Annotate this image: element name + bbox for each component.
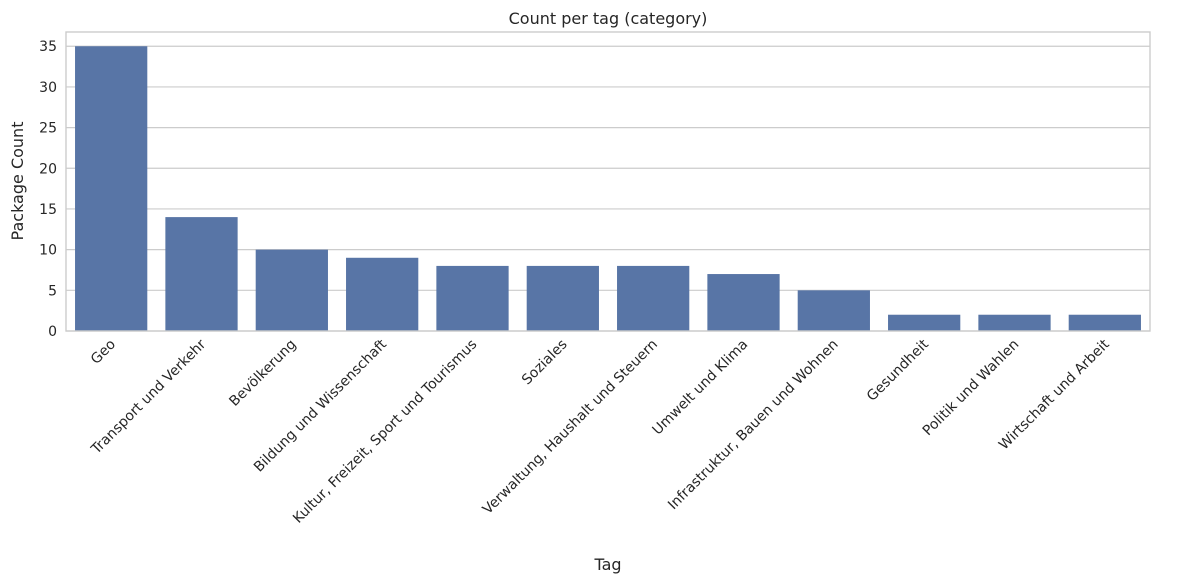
bar — [436, 265, 509, 331]
x-tick-label: Infrastruktur, Bauen und Wohnen — [665, 337, 842, 514]
bar — [165, 217, 238, 331]
y-tick-label: 35 — [39, 39, 57, 55]
bar-layer — [75, 46, 1141, 331]
y-tick-label: 20 — [39, 161, 57, 177]
x-tick-label: Gesundheit — [864, 336, 932, 404]
y-tick-label: 10 — [39, 243, 57, 259]
x-tick-label: Bevölkerung — [226, 337, 299, 410]
y-tick-label: 25 — [39, 121, 57, 137]
y-tick-label: 30 — [39, 80, 57, 96]
bar — [797, 290, 870, 331]
bar — [617, 265, 690, 331]
bar — [707, 274, 780, 331]
x-tick-label: Soziales — [519, 337, 571, 389]
y-axis-label: Package Count — [8, 122, 27, 241]
bar — [1068, 314, 1141, 331]
y-tick-label: 15 — [39, 202, 57, 218]
plot-frame — [65, 31, 1151, 332]
x-tick-label: Politik und Wahlen — [920, 337, 1023, 440]
bar — [888, 314, 961, 331]
bar — [526, 265, 599, 331]
chart-title: Count per tag (category) — [509, 9, 708, 28]
x-axis-label: Tag — [593, 555, 621, 574]
y-tick-label: 5 — [48, 283, 57, 299]
bar — [346, 257, 419, 331]
bar — [255, 249, 328, 331]
grid-layer — [66, 45, 1150, 332]
bar — [75, 46, 148, 331]
x-tick-label: Geo — [88, 337, 119, 368]
x-tick-label: Umwelt und Klima — [649, 337, 751, 439]
bar — [978, 314, 1051, 331]
x-tick-label: Kultur, Freizeit, Sport und Tourismus — [290, 337, 480, 527]
y-tick-label: 0 — [48, 324, 57, 340]
y-tick-labels: 0 5 10 15 20 25 30 35 — [39, 39, 57, 340]
x-tick-label: Verwaltung, Haushalt und Steuern — [480, 337, 661, 518]
